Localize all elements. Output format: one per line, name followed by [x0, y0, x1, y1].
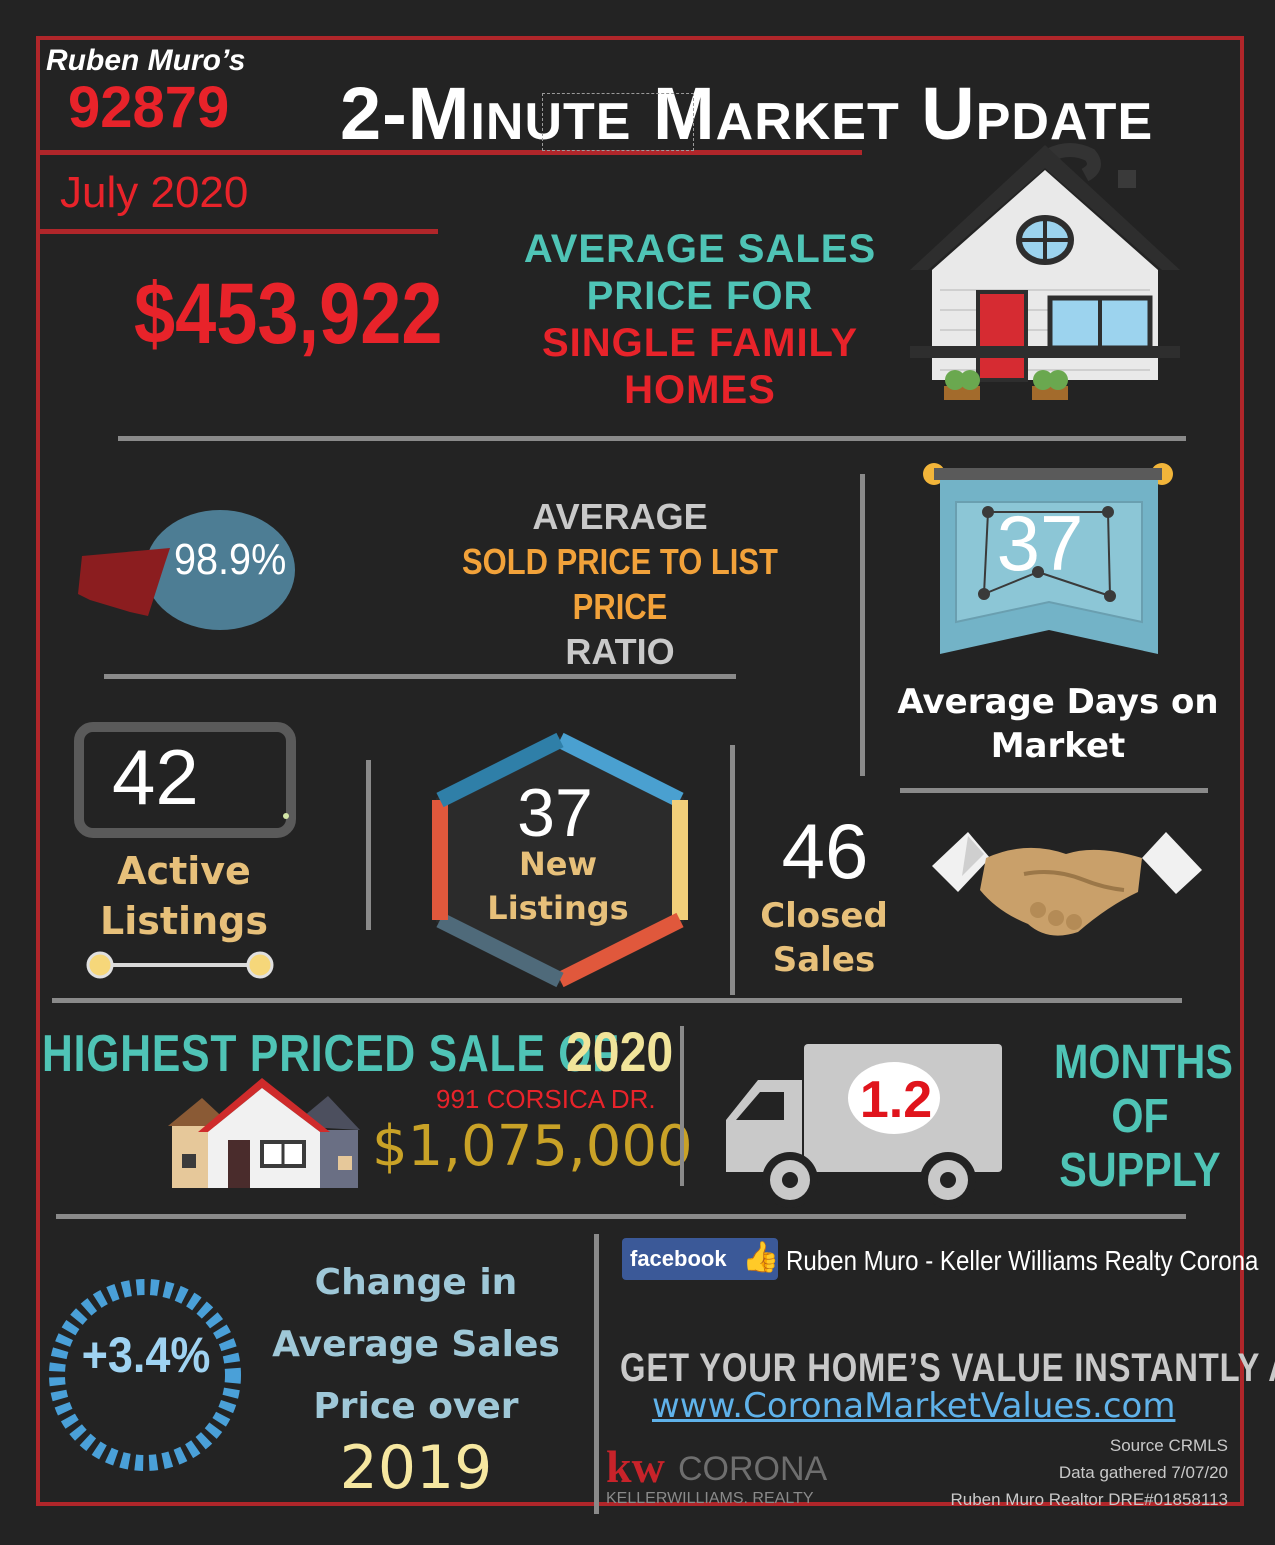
avg-sales-label-3: SINGLE FAMILY [541, 321, 858, 365]
border-frame [36, 36, 1244, 1506]
change-value: +3.4% [81, 1327, 211, 1383]
logo-city: CORONA [678, 1450, 828, 1488]
cta-text: GET YOUR HOME’S VALUE INSTANTLY AT: [620, 1346, 1275, 1390]
supply-label: MONTHS OF SUPPLY [1040, 1036, 1240, 1198]
closed-sales-label-2: Sales [772, 940, 876, 980]
website-link[interactable]: www.CoronaMarketValues.com [652, 1386, 1176, 1426]
slider-icon [86, 951, 274, 979]
facebook-badge[interactable]: facebook 👍 [622, 1238, 780, 1280]
divider-2 [104, 674, 736, 679]
ratio-label: AVERAGE SOLD PRICE TO LIST PRICE RATIO [400, 494, 840, 674]
days-on-market-label-1: Average Days on [897, 682, 1219, 722]
change-year: 2019 [339, 1433, 493, 1503]
source-notes: Source CRMLS Data gathered 7/07/20 Ruben… [900, 1432, 1228, 1513]
divider-3 [900, 788, 1208, 793]
header-rule-left [36, 36, 40, 232]
facebook-text: facebook [630, 1246, 727, 1271]
report-period: July 2020 [60, 168, 249, 217]
ratio-value: 98.9% [174, 535, 287, 584]
divider-1 [118, 436, 1186, 441]
highest-sale-label: HIGHEST PRICED SALE OF [42, 1025, 620, 1083]
active-listings-label: Active Listings [84, 846, 284, 946]
new-listings-label: New Listings [470, 842, 646, 930]
facebook-page-name[interactable]: Ruben Muro - Keller Williams Realty Coro… [786, 1245, 1259, 1276]
avg-sales-label: AVERAGE SALES PRICE FOR SINGLE FAMILY HO… [520, 226, 880, 414]
highest-sale-address: 991 CORSICA DR. [436, 1084, 656, 1114]
supply-label-2: OF [1111, 1090, 1169, 1143]
kw-logo: kw CORONA KELLERWILLIAMS. REALTY [606, 1441, 828, 1510]
change-label-2: Average Sales [272, 1324, 560, 1365]
active-listings-value: 42 [112, 733, 199, 821]
page-title: 2-Minute Market Update [340, 72, 1154, 155]
divider-vertical-3 [730, 745, 735, 995]
active-listings-label-2: Listings [100, 899, 268, 943]
data-gathered-text: Data gathered 7/07/20 [1058, 1463, 1228, 1482]
zip-code: 92879 [68, 75, 230, 140]
banner-icon [923, 463, 1173, 654]
ratio-label-2: SOLD PRICE TO LIST PRICE [462, 541, 778, 627]
agent-name: Ruben Muro’s [46, 44, 246, 77]
logo-sub: KELLERWILLIAMS. REALTY [606, 1490, 814, 1507]
divider-vertical-1 [860, 474, 865, 776]
days-on-market-label: Average Days on Market [880, 680, 1236, 768]
new-listings-value: 37 [517, 775, 593, 851]
truck-icon [726, 1044, 1002, 1208]
handshake-icon [932, 832, 1202, 936]
dotted-ring-icon [49, 1279, 241, 1471]
divider-vertical-4 [594, 1234, 599, 1514]
change-label-3: Price over [313, 1386, 519, 1427]
selection-box [542, 93, 694, 151]
header-rule-top [36, 150, 862, 155]
header-rule-bottom [36, 229, 438, 234]
ratio-label-1: AVERAGE [532, 496, 708, 537]
houses-icon [168, 1078, 360, 1188]
new-listings-label-1: New [518, 845, 598, 883]
ratio-label-3: RATIO [565, 631, 675, 672]
thumbs-up-icon: 👍 [742, 1240, 780, 1275]
tablet-icon [74, 722, 296, 838]
house-icon [910, 143, 1180, 400]
avg-sales-price: $453,922 [134, 266, 443, 362]
license-text: Ruben Muro Realtor DRE#01858113 [950, 1490, 1228, 1509]
ratio-pie-icon [78, 510, 295, 630]
active-listings-label-1: Active [117, 849, 251, 893]
new-listings-label-2: Listings [487, 889, 629, 927]
supply-label-1: MONTHS [1054, 1036, 1233, 1089]
divider-vertical-5 [680, 1026, 684, 1186]
divider-vertical-2 [366, 760, 371, 930]
highest-sale-year: 2020 [566, 1020, 674, 1083]
divider-5 [56, 1214, 1186, 1219]
closed-sales-label-1: Closed [760, 896, 888, 936]
closed-sales-value: 46 [781, 807, 869, 895]
source-text: Source CRMLS [1109, 1436, 1228, 1455]
change-label: Change in Average Sales Price over [256, 1252, 576, 1438]
avg-sales-label-4: HOMES [624, 368, 776, 412]
supply-value: 1.2 [859, 1071, 933, 1129]
avg-sales-label-2: PRICE FOR [586, 274, 814, 318]
days-on-market-label-2: Market [990, 726, 1126, 766]
days-on-market-value: 37 [996, 499, 1084, 587]
change-label-1: Change in [314, 1262, 518, 1303]
logo-kw: kw [606, 1441, 665, 1492]
hexagon-icon [432, 732, 688, 988]
supply-label-3: SUPPLY [1059, 1144, 1221, 1197]
divider-4 [52, 998, 1182, 1003]
highest-sale-price: $1,075,000 [372, 1114, 693, 1179]
closed-sales-label: Closed Sales [746, 894, 902, 982]
avg-sales-label-1: AVERAGE SALES [523, 227, 877, 271]
